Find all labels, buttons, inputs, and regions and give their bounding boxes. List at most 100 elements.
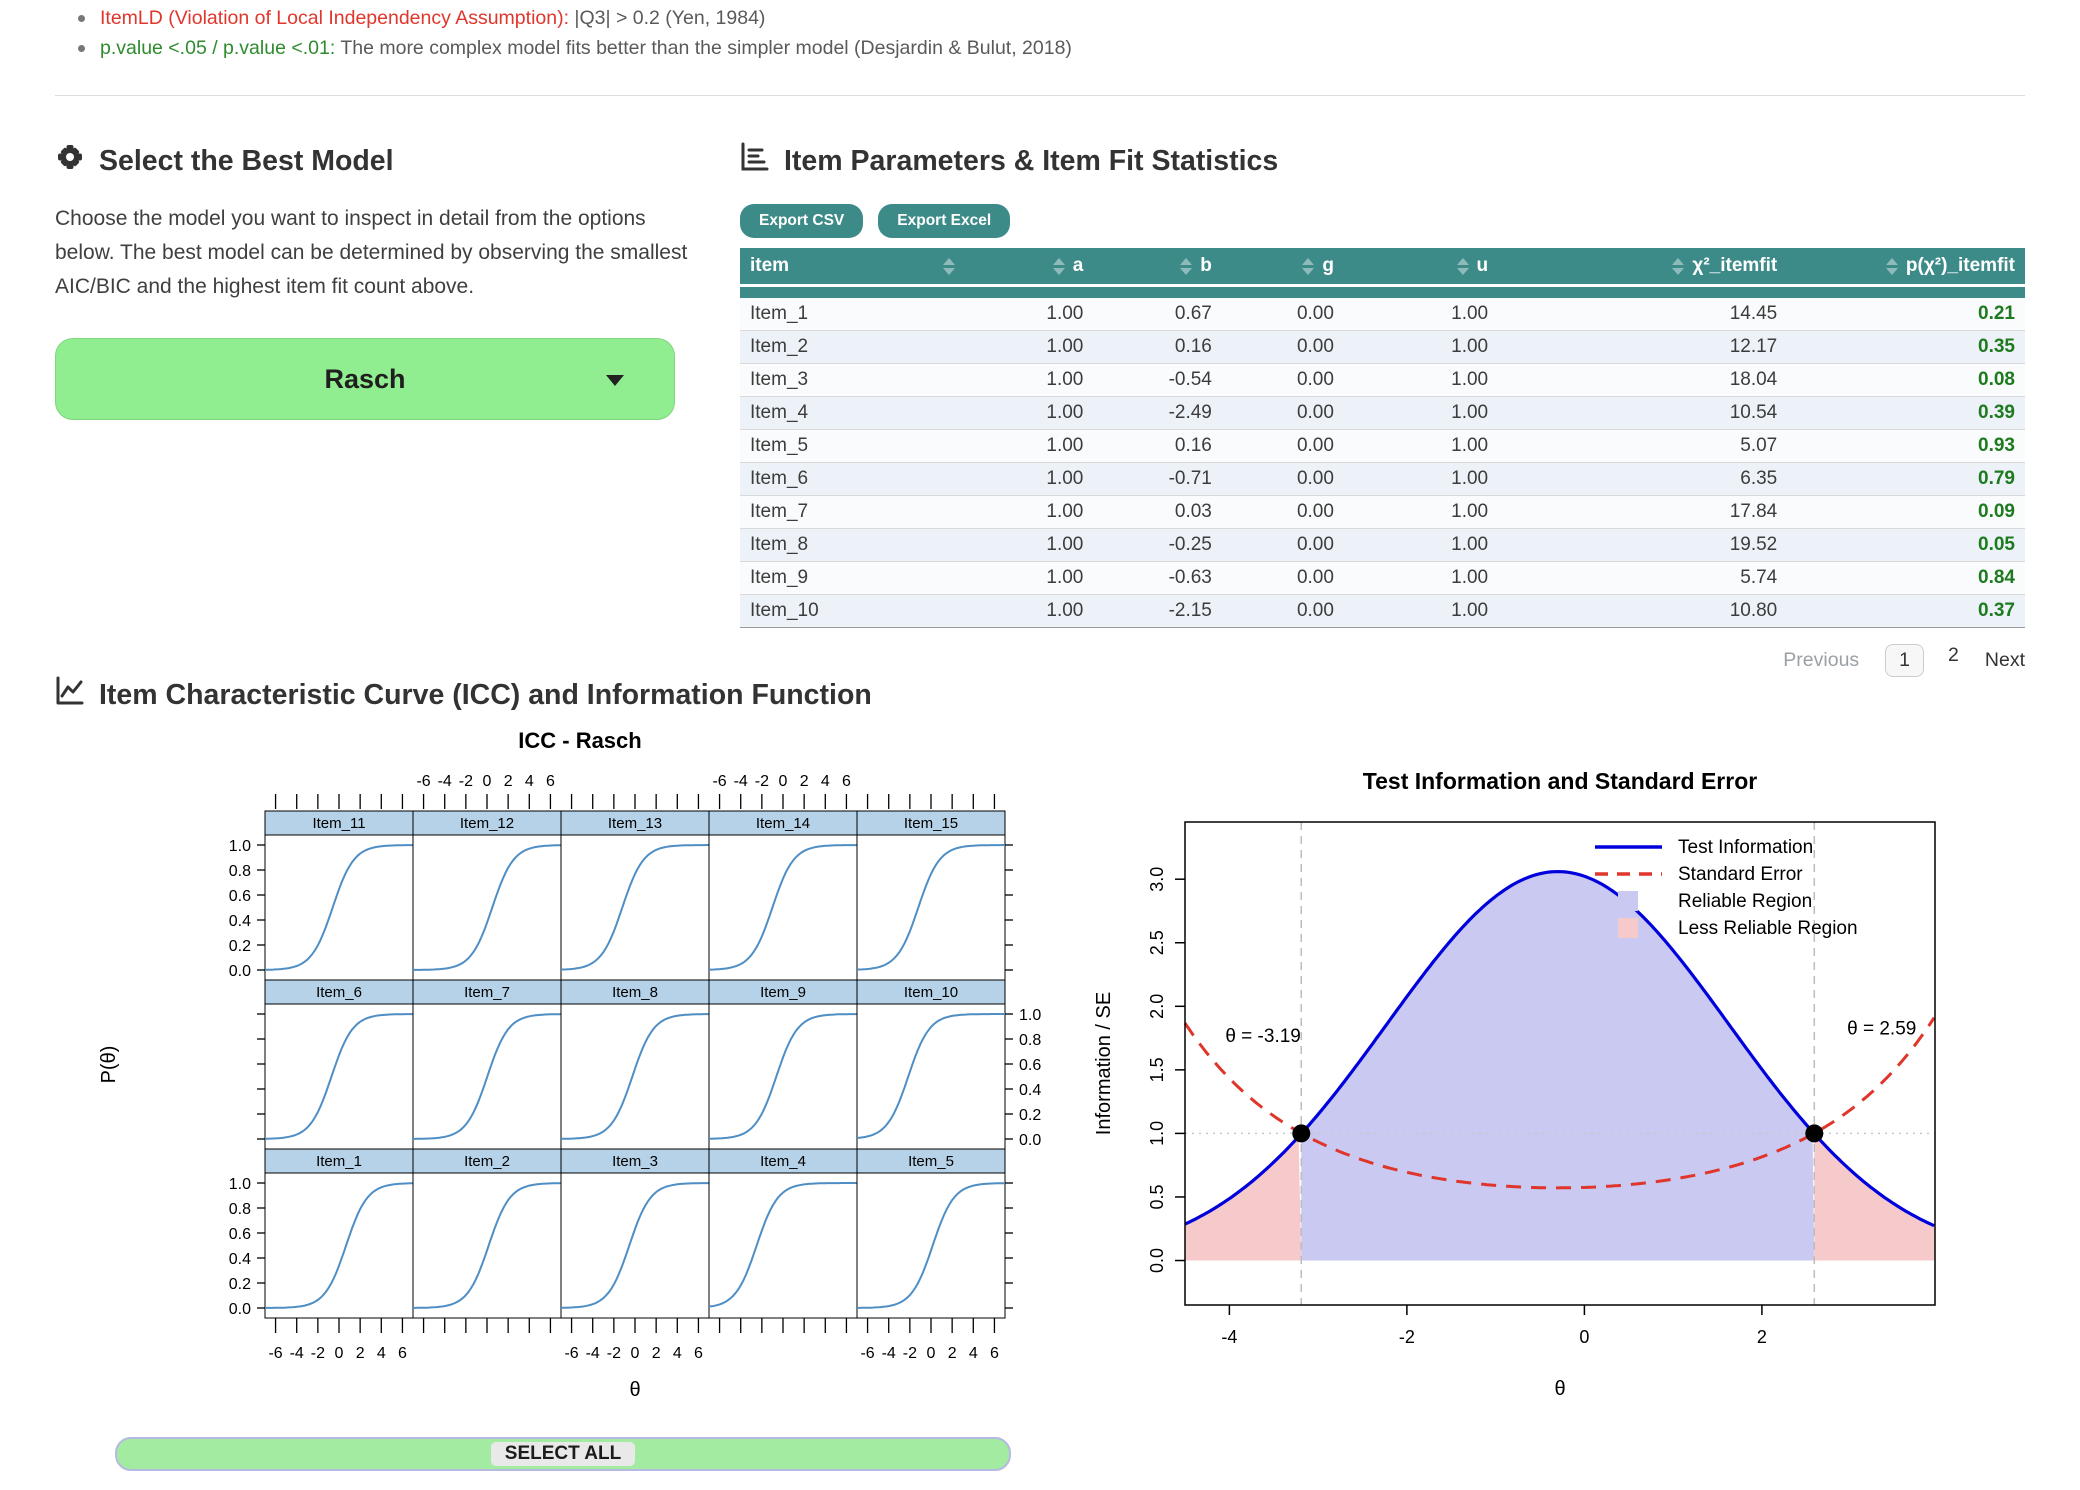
svg-text:Test Information and Standard: Test Information and Standard Error: [1363, 768, 1757, 794]
svg-text:-2: -2: [311, 1345, 325, 1362]
table-row[interactable]: Item_4 1.00 -2.49 0.00 1.00 10.54 0.39: [740, 396, 2025, 430]
intersection-dot: [1292, 1124, 1311, 1143]
svg-text:2: 2: [800, 773, 809, 790]
svg-text:Item_13: Item_13: [608, 815, 662, 832]
svg-text:0.8: 0.8: [1019, 1032, 1041, 1049]
svg-text:0.6: 0.6: [229, 1226, 251, 1243]
table-row[interactable]: Item_6 1.00 -0.71 0.00 1.00 6.35 0.79: [740, 462, 2025, 496]
svg-text:Item_11: Item_11: [312, 815, 365, 832]
icc-section-title: Item Characteristic Curve (ICC) and Info…: [99, 678, 872, 711]
legend-notes: ItemLD (Violation of Local Independency …: [68, 0, 1072, 67]
icc-curve-Item_11: [264, 844, 413, 971]
svg-text:-4: -4: [734, 773, 748, 790]
icc-curve-Item_14: [708, 844, 858, 971]
test-information-plot: Test Information and Standard Error θ = -…: [1093, 768, 1936, 1400]
pagination-next[interactable]: Next: [1984, 649, 2025, 671]
svg-text:P(θ): P(θ): [98, 1046, 120, 1084]
pagination-page-2[interactable]: 2: [1948, 644, 1959, 666]
icc-panel-Item_3: Item_3: [560, 1148, 710, 1319]
svg-text:Item_5: Item_5: [908, 1153, 954, 1170]
svg-text:1.0: 1.0: [229, 838, 251, 855]
column-header-g[interactable]: g: [1221, 248, 1344, 286]
svg-text:6: 6: [990, 1345, 999, 1362]
icc-panel-Item_6: Item_6: [264, 979, 414, 1150]
chart-line-icon: [55, 676, 85, 714]
column-header-χ²_itemfit[interactable]: χ²_itemfit: [1498, 248, 1788, 286]
icc-panel-Item_14: Item_14: [708, 810, 858, 981]
icc-panel-Item_7: Item_7: [412, 979, 562, 1150]
icc-panel-Item_8: Item_8: [560, 979, 710, 1150]
table-row[interactable]: Item_5 1.00 0.16 0.00 1.00 5.07 0.93: [740, 429, 2025, 463]
table-row[interactable]: Item_9 1.00 -0.63 0.00 1.00 5.74 0.84: [740, 561, 2025, 595]
icc-panel-Item_13: Item_13: [560, 810, 710, 981]
svg-text:0.5: 0.5: [1147, 1184, 1167, 1209]
svg-text:0.0: 0.0: [229, 963, 251, 980]
svg-text:Test Information: Test Information: [1678, 837, 1813, 858]
svg-text:2: 2: [504, 773, 513, 790]
column-header-a[interactable]: a: [964, 248, 1094, 286]
model-select-section: Select the Best Model Choose the model y…: [55, 142, 705, 421]
table-row[interactable]: Item_1 1.00 0.67 0.00 1.00 14.45 0.21: [740, 298, 2025, 331]
gear-icon: [55, 142, 85, 180]
horizontal-divider: [55, 95, 2025, 96]
sort-arrows-icon: [942, 257, 955, 275]
svg-text:-4: -4: [882, 1345, 896, 1362]
column-header-item[interactable]: item: [740, 248, 965, 286]
icc-section-heading: Item Characteristic Curve (ICC) and Info…: [55, 676, 872, 714]
svg-text:0.6: 0.6: [1019, 1057, 1041, 1074]
svg-text:0: 0: [779, 773, 788, 790]
svg-text:-2: -2: [755, 773, 769, 790]
icc-curve-Item_3: [560, 1182, 709, 1309]
icc-curve-Item_6: [264, 1013, 413, 1140]
export-csv-button[interactable]: Export CSV: [740, 204, 864, 238]
icc-panel-Item_4: Item_4: [708, 1148, 858, 1319]
icc-panel-Item_12: Item_12: [412, 810, 562, 981]
chevron-down-icon: [606, 375, 624, 387]
select-all-button[interactable]: SELECT ALL: [115, 1437, 1011, 1471]
export-excel-button[interactable]: Export Excel: [878, 204, 1011, 238]
table-row[interactable]: Item_7 1.00 0.03 0.00 1.00 17.84 0.09: [740, 495, 2025, 529]
svg-text:Reliable Region: Reliable Region: [1678, 891, 1812, 912]
table-header: item a b g u χ²_itemfit p(χ²)_itemfit: [740, 248, 2025, 298]
column-header-u[interactable]: u: [1343, 248, 1499, 286]
icc-panel-Item_10: Item_10: [856, 979, 1006, 1150]
column-header-b[interactable]: b: [1093, 248, 1222, 286]
sort-arrows-icon: [1456, 257, 1469, 275]
model-select-description: Choose the model you want to inspect in …: [55, 207, 688, 299]
svg-text:0.0: 0.0: [1019, 1132, 1041, 1149]
svg-text:3.0: 3.0: [1147, 867, 1167, 892]
theta-annotation: θ = 2.59: [1847, 1018, 1916, 1039]
column-header-p(χ²)_itemfit[interactable]: p(χ²)_itemfit: [1787, 248, 2025, 286]
svg-text:-4: -4: [290, 1345, 304, 1362]
item-parameters-title: Item Parameters & Item Fit Statistics: [784, 144, 1279, 177]
svg-text:Item_10: Item_10: [904, 984, 958, 1001]
table-row[interactable]: Item_10 1.00 -2.15 0.00 1.00 10.80 0.37: [740, 594, 2025, 628]
ti-plot-group: Test Information and Standard Error θ = -…: [1093, 768, 1936, 1400]
svg-text:Item_6: Item_6: [316, 984, 362, 1001]
note-pvalue: p.value <.05 / p.value <.01: The more co…: [68, 37, 1072, 60]
svg-text:0.8: 0.8: [229, 1201, 251, 1218]
table-row[interactable]: Item_8 1.00 -0.25 0.00 1.00 19.52 0.05: [740, 528, 2025, 562]
pagination-page-1[interactable]: 1: [1885, 644, 1925, 677]
sort-arrows-icon: [1302, 257, 1315, 275]
pagination-previous[interactable]: Previous: [1783, 649, 1860, 671]
svg-text:θ: θ: [629, 1379, 640, 1401]
svg-text:1.0: 1.0: [1147, 1121, 1167, 1146]
region-fill: [1185, 1136, 1302, 1261]
svg-text:ICC - Rasch: ICC - Rasch: [518, 728, 641, 753]
svg-text:6: 6: [546, 773, 555, 790]
svg-text:-2: -2: [607, 1345, 621, 1362]
table-row[interactable]: Item_2 1.00 0.16 0.00 1.00 12.17 0.35: [740, 330, 2025, 364]
table-row[interactable]: Item_3 1.00 -0.54 0.00 1.00 18.04 0.08: [740, 363, 2025, 397]
svg-text:6: 6: [694, 1345, 703, 1362]
note-pvalue-rest: The more complex model fits better than …: [335, 37, 1072, 59]
sort-arrows-icon: [1180, 257, 1193, 275]
svg-text:Information / SE: Information / SE: [1093, 992, 1115, 1135]
model-dropdown-button[interactable]: Rasch: [55, 338, 675, 421]
svg-text:0.2: 0.2: [229, 938, 251, 955]
svg-text:-6: -6: [416, 773, 430, 790]
svg-text:Item_15: Item_15: [904, 815, 958, 832]
icc-panel-Item_9: Item_9: [708, 979, 858, 1150]
